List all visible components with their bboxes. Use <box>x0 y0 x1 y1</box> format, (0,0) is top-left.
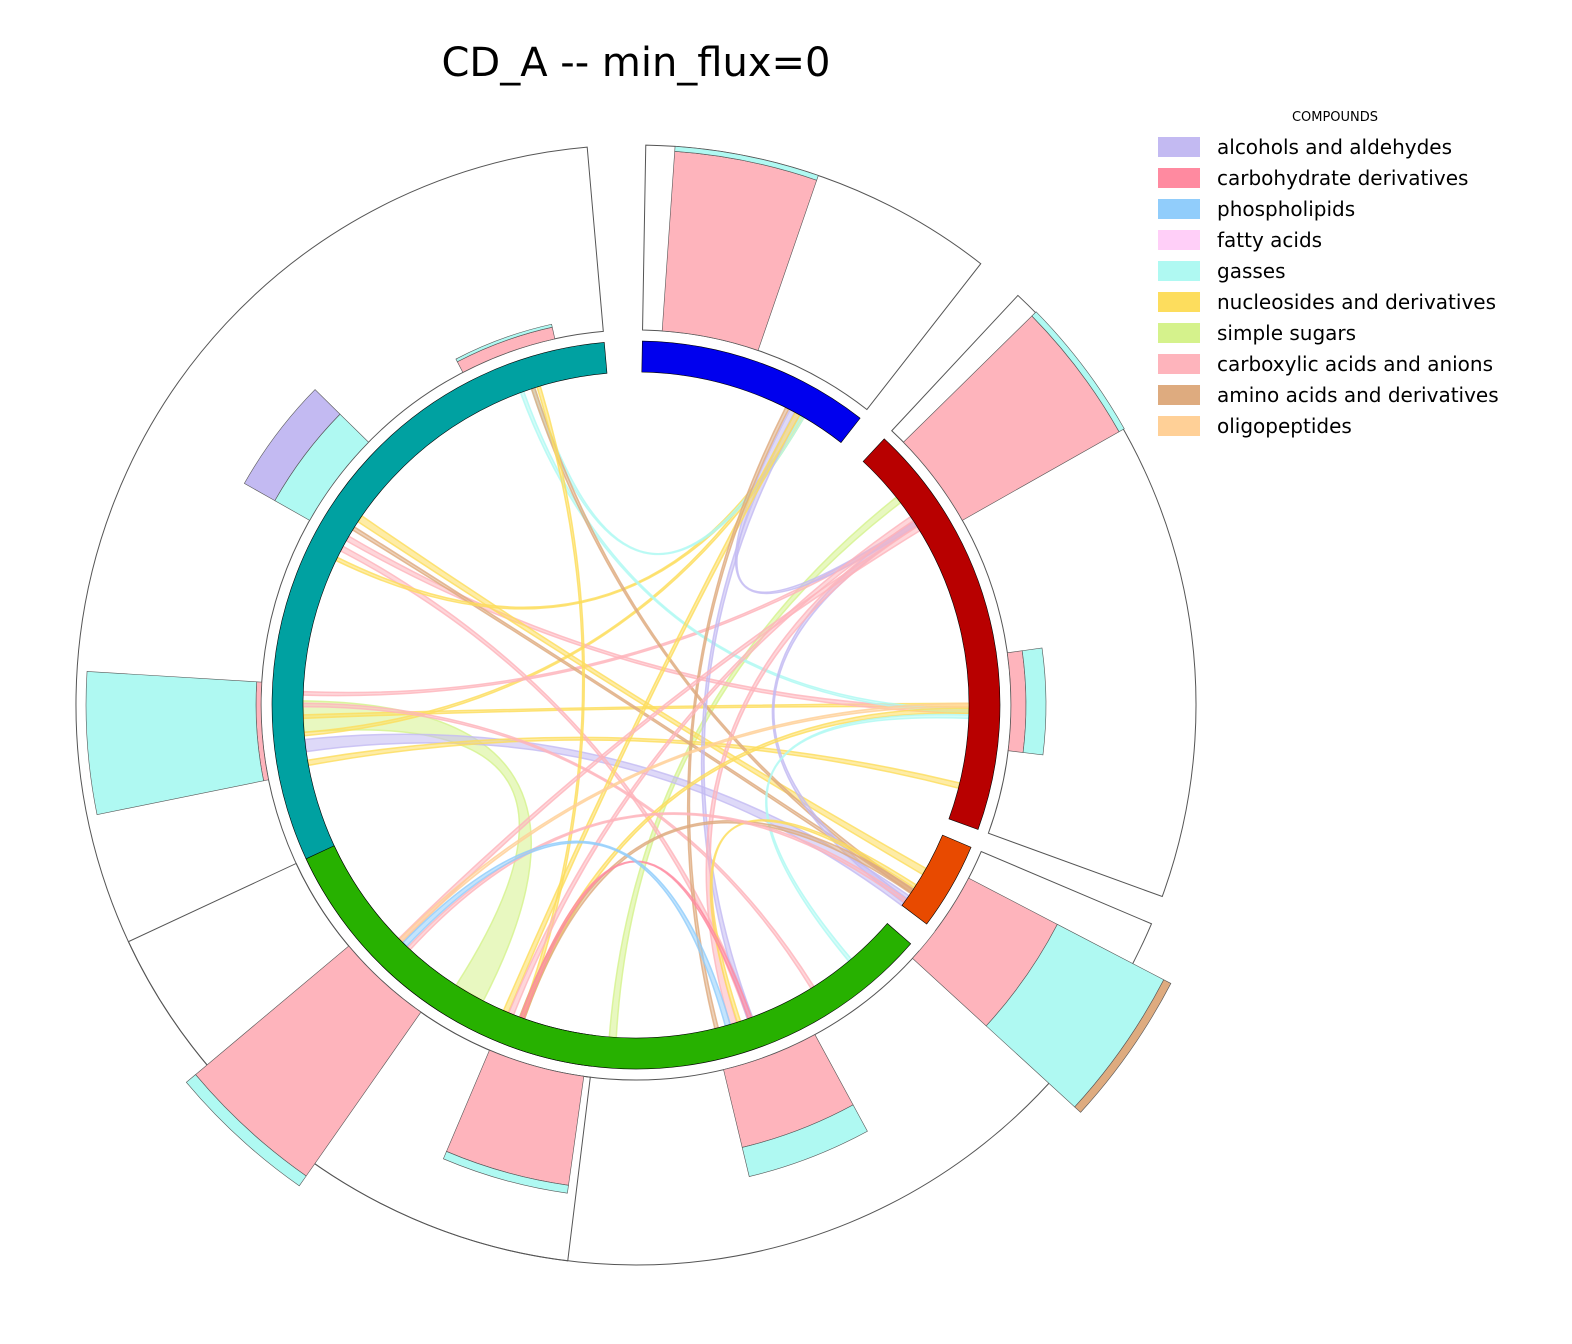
legend-item: gasses <box>1158 255 1512 286</box>
outer-bar-0-segment <box>661 151 818 351</box>
legend-item: phospholipids <box>1158 193 1512 224</box>
legend-swatch <box>1158 167 1200 188</box>
legend-item: oligopeptides <box>1158 410 1512 441</box>
legend-item: simple sugars <box>1158 317 1512 348</box>
chord-diagram <box>75 144 1197 1266</box>
outer-bar-8-segment <box>243 389 341 502</box>
outer-bar-5-segment <box>442 1151 569 1194</box>
legend-label: amino acids and derivatives <box>1217 382 1499 407</box>
outer-bar-2-segment <box>1021 647 1047 756</box>
legend-items: alcohols and aldehydes carbohydrate deriv… <box>1158 131 1512 441</box>
legend-label: oligopeptides <box>1217 413 1352 438</box>
legend-item: carbohydrate derivatives <box>1158 162 1512 193</box>
outer-bar-2-segment <box>1007 650 1027 753</box>
legend-swatch <box>1158 260 1200 281</box>
legend-swatch <box>1158 198 1200 219</box>
legend-item: carboxylic acids and anions <box>1158 348 1512 379</box>
legend-label: gasses <box>1217 258 1286 283</box>
legend-label: carboxylic acids and anions <box>1217 351 1494 376</box>
outer-bar-1-segment <box>1031 311 1125 433</box>
legend-swatch <box>1158 415 1200 436</box>
outer-bar-6-segment <box>185 1074 307 1187</box>
legend-label: carbohydrate derivatives <box>1217 165 1469 190</box>
legend-label: phospholipids <box>1217 196 1356 221</box>
outer-track-layer <box>75 144 1197 1266</box>
legend-item: amino acids and derivatives <box>1158 379 1512 410</box>
legend-item: alcohols and aldehydes <box>1158 131 1512 162</box>
outer-bar-4-segment <box>741 1104 868 1177</box>
legend-item: nucleosides and derivatives <box>1158 286 1512 317</box>
legend-item: fatty acids <box>1158 224 1512 255</box>
legend-swatch <box>1158 229 1200 250</box>
legend-label: fatty acids <box>1217 227 1323 252</box>
legend: COMPOUNDS alcohols and aldehydes carbohyd… <box>1158 110 1512 441</box>
legend-swatch <box>1158 322 1200 343</box>
outer-track-red <box>891 294 1197 898</box>
chord-8 <box>345 535 970 715</box>
group-arc-red <box>862 438 1001 830</box>
outer-bar-0-segment <box>674 146 819 181</box>
legend-label: alcohols and aldehydes <box>1217 134 1453 159</box>
legend-swatch <box>1158 353 1200 374</box>
group-arc-green <box>305 845 912 1070</box>
chord-3 <box>306 736 961 790</box>
legend-swatch <box>1158 136 1200 157</box>
outer-bar-6-segment <box>195 945 422 1177</box>
chord-6 <box>302 521 918 697</box>
chart-title: CD_A -- min_flux=0 <box>441 40 831 86</box>
outer-bar-1-segment <box>903 315 1120 521</box>
legend-swatch <box>1158 291 1200 312</box>
outer-bar-3-segment <box>1074 979 1172 1113</box>
group-arc-layer <box>271 340 1001 1070</box>
legend-label: simple sugars <box>1217 320 1357 345</box>
outer-bar-7-segment <box>85 671 264 816</box>
legend-label: nucleosides and derivatives <box>1217 289 1497 314</box>
group-arc-blue <box>641 340 861 444</box>
chord-layer <box>302 385 970 1039</box>
outer-track-green <box>127 862 1060 1266</box>
group-arc-orange <box>901 834 972 925</box>
outer-bar-9-segment <box>455 323 553 363</box>
legend-title: COMPOUNDS <box>1291 110 1379 125</box>
legend-swatch <box>1158 384 1200 405</box>
